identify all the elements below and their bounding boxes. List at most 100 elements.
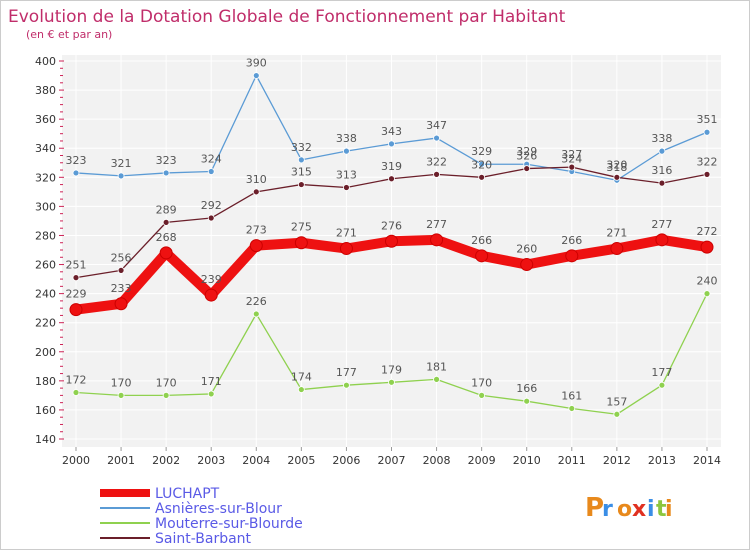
- y-tick-label: 400: [35, 55, 56, 68]
- data-labels: 229 233 268 239 273 275 271 276 277 266 260 266 271 2…: [66, 57, 718, 409]
- data-label-luchapt: 276: [381, 219, 402, 232]
- data-label-asni-res-sur-blour: 323: [66, 154, 87, 167]
- data-label-luchapt: 260: [516, 243, 537, 256]
- data-label-asni-res-sur-blour: 323: [156, 154, 177, 167]
- y-tick-label: 360: [35, 113, 56, 126]
- data-label-saint-barbant: 289: [156, 203, 177, 216]
- x-tick-label: 2000: [62, 454, 90, 467]
- data-label-saint-barbant: 316: [651, 164, 672, 177]
- point-mouterre-sur-blourde: [433, 375, 440, 383]
- point-luchapt: [159, 246, 173, 260]
- point-luchapt: [655, 233, 669, 247]
- data-label-luchapt: 271: [606, 227, 627, 240]
- point-asni-res-sur-blour: [478, 160, 486, 168]
- point-asni-res-sur-blour: [117, 172, 125, 180]
- point-mouterre-sur-blourde: [478, 391, 486, 399]
- legend-label-luchapt: LUCHAPT: [155, 486, 220, 502]
- x-tick-label: 2011: [558, 454, 586, 467]
- point-mouterre-sur-blourde: [117, 391, 125, 399]
- data-label-luchapt: 266: [561, 234, 582, 247]
- y-tick-label: 200: [35, 346, 56, 359]
- point-luchapt: [69, 303, 83, 317]
- point-mouterre-sur-blourde: [523, 397, 531, 405]
- x-tick-label: 2003: [197, 454, 225, 467]
- data-label-asni-res-sur-blour: 324: [561, 152, 582, 165]
- y-tick-label: 300: [35, 200, 56, 213]
- data-label-mouterre-sur-blourde: 170: [471, 376, 492, 389]
- data-label-saint-barbant: 322: [697, 155, 718, 168]
- point-asni-res-sur-blour: [703, 128, 711, 136]
- data-label-mouterre-sur-blourde: 181: [426, 360, 447, 373]
- point-luchapt: [475, 249, 489, 263]
- data-label-luchapt: 268: [156, 231, 177, 244]
- chart-title: Evolution de la Dotation Globale de Fonc…: [8, 7, 566, 27]
- data-label-luchapt: 277: [426, 218, 447, 231]
- data-label-asni-res-sur-blour: 338: [336, 132, 357, 145]
- point-mouterre-sur-blourde: [207, 390, 215, 398]
- legend-label-mouterre-sur-blourde: Mouterre-sur-Blourde: [155, 516, 303, 532]
- logo-letter: i: [647, 497, 655, 522]
- point-mouterre-sur-blourde: [613, 410, 621, 418]
- data-label-saint-barbant: 315: [291, 166, 312, 179]
- point-asni-res-sur-blour: [72, 169, 80, 177]
- data-label-mouterre-sur-blourde: 170: [111, 376, 132, 389]
- y-tick-label: 320: [35, 171, 56, 184]
- point-saint-barbant: [207, 214, 215, 222]
- data-label-mouterre-sur-blourde: 166: [516, 382, 537, 395]
- point-luchapt: [339, 242, 353, 256]
- data-label-saint-barbant: 251: [66, 259, 87, 272]
- point-mouterre-sur-blourde: [72, 389, 80, 396]
- data-label-luchapt: 275: [291, 221, 312, 234]
- legend-label-saint-barbant: Saint-Barbant: [155, 531, 252, 547]
- point-saint-barbant: [162, 218, 170, 226]
- point-saint-barbant: [703, 170, 711, 178]
- point-saint-barbant: [72, 274, 80, 282]
- point-mouterre-sur-blourde: [162, 391, 170, 399]
- point-saint-barbant: [252, 188, 260, 196]
- point-mouterre-sur-blourde: [703, 290, 711, 298]
- logo-letter: r: [602, 497, 613, 522]
- data-label-saint-barbant: 320: [471, 158, 492, 171]
- point-asni-res-sur-blour: [388, 140, 395, 148]
- data-label-saint-barbant: 322: [426, 155, 447, 168]
- data-label-saint-barbant: 320: [606, 158, 627, 171]
- point-asni-res-sur-blour: [252, 72, 260, 79]
- logo-letter: x: [632, 497, 646, 522]
- y-tick-label: 180: [35, 375, 56, 388]
- point-luchapt: [430, 233, 444, 247]
- point-asni-res-sur-blour: [343, 147, 350, 155]
- y-tick-label: 240: [35, 288, 56, 301]
- x-tick-label: 2010: [513, 454, 541, 467]
- data-label-asni-res-sur-blour: 338: [651, 132, 672, 145]
- legend: LUCHAPTAsnières-sur-BlourMouterre-sur-Bl…: [100, 486, 303, 547]
- x-tick-label: 2006: [332, 454, 360, 467]
- data-label-asni-res-sur-blour: 318: [606, 161, 627, 174]
- y-tick-label: 220: [35, 317, 56, 330]
- point-saint-barbant: [433, 170, 440, 178]
- data-label-asni-res-sur-blour: 343: [381, 125, 402, 138]
- point-mouterre-sur-blourde: [252, 310, 260, 318]
- point-asni-res-sur-blour: [207, 168, 215, 175]
- y-tick-label: 140: [35, 433, 56, 446]
- data-label-saint-barbant: 319: [381, 160, 402, 173]
- y-tick-label: 280: [35, 229, 56, 242]
- x-tick-label: 2001: [107, 454, 135, 467]
- data-label-asni-res-sur-blour: 351: [697, 113, 718, 126]
- point-asni-res-sur-blour: [658, 147, 666, 155]
- data-label-asni-res-sur-blour: 324: [201, 152, 222, 165]
- x-tick-label: 2014: [693, 454, 721, 467]
- point-luchapt: [385, 234, 398, 248]
- x-tick-label: 2005: [287, 454, 315, 467]
- data-label-mouterre-sur-blourde: 172: [66, 373, 87, 386]
- point-saint-barbant: [568, 163, 576, 171]
- x-tick-label: 2002: [152, 454, 180, 467]
- data-label-asni-res-sur-blour: 347: [426, 119, 447, 132]
- data-label-mouterre-sur-blourde: 157: [606, 395, 627, 408]
- point-saint-barbant: [478, 173, 486, 181]
- point-saint-barbant: [297, 181, 305, 188]
- x-tick-label: 2013: [648, 454, 676, 467]
- data-label-luchapt: 239: [201, 273, 222, 286]
- y-axis: 140 160 180 200 220 240 260 280 300 320 340 360 380 4…: [35, 55, 64, 446]
- point-saint-barbant: [613, 173, 621, 181]
